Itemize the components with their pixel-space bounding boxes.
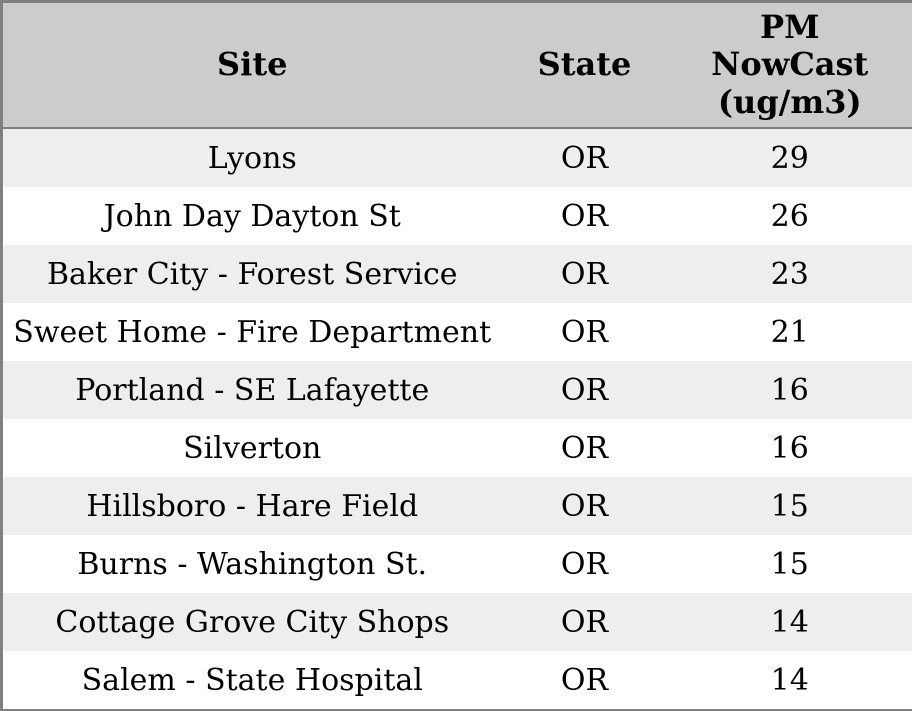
state-cell: OR	[560, 546, 609, 582]
table-row: Salem - State Hospital OR 14	[1, 651, 912, 711]
state-cell: OR	[560, 372, 609, 408]
pm-nowcast-cell: 14	[770, 662, 809, 698]
site-cell: Cottage Grove City Shops	[55, 604, 450, 640]
column-header-pm-nowcast: PM NowCast (ug/m3)	[667, 1, 912, 129]
state-cell: OR	[560, 488, 609, 524]
pm-nowcast-cell: 16	[770, 372, 809, 408]
pm-nowcast-cell: 23	[770, 256, 809, 292]
site-cell: Burns - Washington St.	[77, 546, 428, 582]
pm-nowcast-cell: 14	[770, 604, 809, 640]
site-cell: Silverton	[183, 430, 322, 466]
column-header-pm-nowcast-label: PM NowCast (ug/m3)	[711, 8, 869, 121]
column-header-site: Site	[1, 1, 502, 129]
table-row: Lyons OR 29	[1, 128, 912, 187]
site-cell: Sweet Home - Fire Department	[13, 314, 492, 350]
pm-nowcast-cell: 15	[770, 546, 809, 582]
site-cell: Portland - SE Lafayette	[75, 372, 430, 408]
column-header-site-label: Site	[217, 45, 288, 84]
table-row: Portland - SE Lafayette OR 16	[1, 361, 912, 419]
column-header-state: State	[501, 1, 668, 129]
site-cell: John Day Dayton St	[103, 198, 401, 234]
pm-nowcast-cell: 15	[770, 488, 809, 524]
state-cell: OR	[560, 140, 609, 176]
table-row: Hillsboro - Hare Field OR 15	[1, 477, 912, 535]
state-cell: OR	[560, 662, 609, 698]
column-header-state-label: State	[537, 45, 632, 84]
table-row: John Day Dayton St OR 26	[1, 187, 912, 245]
pm-nowcast-cell: 21	[770, 314, 809, 350]
table-row: Silverton OR 16	[1, 419, 912, 477]
state-cell: OR	[560, 314, 609, 350]
site-cell: Hillsboro - Hare Field	[86, 488, 419, 524]
pm-nowcast-cell: 26	[770, 198, 809, 234]
table-row: Cottage Grove City Shops OR 14	[1, 593, 912, 651]
state-cell: OR	[560, 430, 609, 466]
state-cell: OR	[560, 198, 609, 234]
table-body: Lyons OR 29 John Day Dayton St OR 26 Bak…	[1, 128, 912, 711]
site-cell: Lyons	[207, 140, 297, 176]
table-row: Sweet Home - Fire Department OR 21	[1, 303, 912, 361]
pm-nowcast-cell: 29	[770, 140, 809, 176]
state-cell: OR	[560, 256, 609, 292]
header-row: Site State PM NowCast (ug/m3)	[1, 1, 912, 129]
site-cell: Salem - State Hospital	[81, 662, 423, 698]
table-row: Baker City - Forest Service OR 23	[1, 245, 912, 303]
pm-nowcast-cell: 16	[770, 430, 809, 466]
state-cell: OR	[560, 604, 609, 640]
table-row: Burns - Washington St. OR 15	[1, 535, 912, 593]
site-cell: Baker City - Forest Service	[46, 256, 458, 292]
